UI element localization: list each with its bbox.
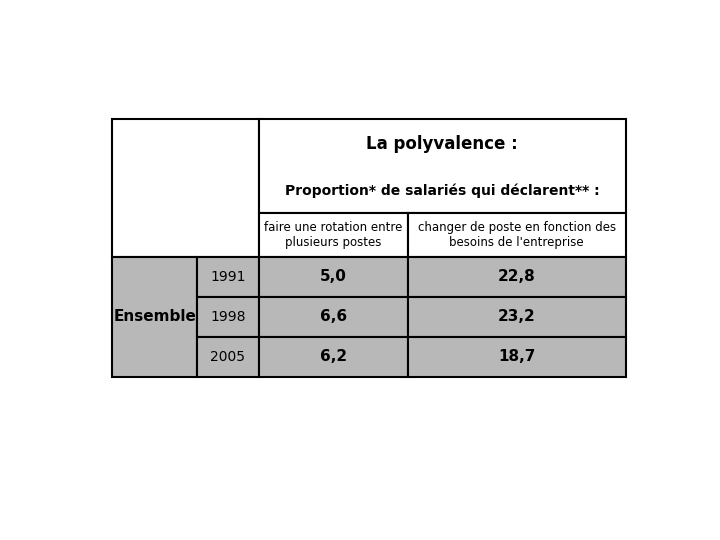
Bar: [258, 297, 408, 337]
Text: faire une rotation entre
plusieurs postes: faire une rotation entre plusieurs poste…: [264, 221, 402, 249]
Bar: [408, 257, 626, 297]
Bar: [197, 257, 258, 297]
Text: Proportion* de salariés qui déclarent** :: Proportion* de salariés qui déclarent** …: [285, 184, 600, 198]
Text: 6,2: 6,2: [320, 349, 346, 364]
Bar: [197, 337, 258, 377]
Text: 23,2: 23,2: [498, 309, 536, 324]
Text: La polyvalence :: La polyvalence :: [366, 135, 518, 153]
Bar: [112, 119, 258, 257]
Bar: [408, 213, 626, 257]
Text: 6,6: 6,6: [320, 309, 346, 324]
Bar: [197, 297, 258, 337]
Bar: [408, 337, 626, 377]
Bar: [258, 337, 408, 377]
Bar: [112, 257, 197, 377]
Bar: [258, 257, 408, 297]
Text: Ensemble: Ensemble: [113, 309, 196, 324]
Text: 1991: 1991: [210, 270, 246, 284]
Bar: [258, 119, 626, 213]
Bar: [408, 297, 626, 337]
Text: changer de poste en fonction des
besoins de l'entreprise: changer de poste en fonction des besoins…: [418, 221, 616, 249]
Bar: [258, 213, 408, 257]
Text: 1998: 1998: [210, 310, 246, 323]
Text: 22,8: 22,8: [498, 269, 536, 284]
Text: 18,7: 18,7: [498, 349, 535, 364]
Text: 2005: 2005: [210, 350, 246, 363]
Text: 5,0: 5,0: [320, 269, 346, 284]
